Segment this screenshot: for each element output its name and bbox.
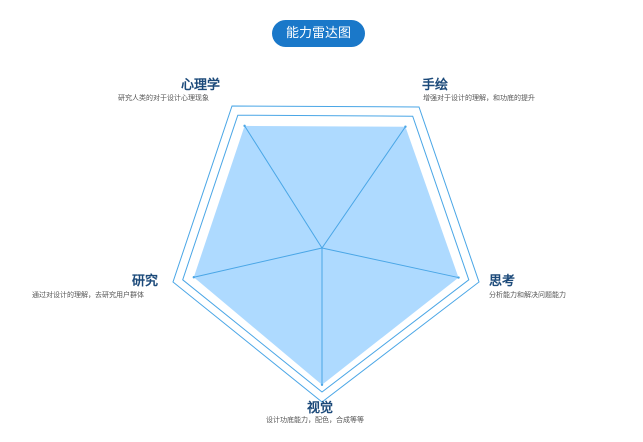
radar-point-psychology <box>243 124 246 128</box>
chart-title: 能力雷达图 <box>285 26 351 41</box>
radar-point-hand-drawing <box>404 125 407 128</box>
axis-desc-psychology: 研究人类的对于设计心理现象 <box>118 94 209 102</box>
radar-point-research <box>192 276 196 279</box>
radar-point-visual <box>320 383 324 386</box>
radar-spoke-psychology <box>244 125 323 249</box>
axis-label-psychology: 心理学 <box>181 78 221 93</box>
axis-label-visual: 视觉 <box>307 401 334 416</box>
axis-label-research: 研究 <box>132 274 159 289</box>
radar-spoke-thinking <box>321 247 459 279</box>
radar-inner-frame <box>182 114 470 393</box>
axis-desc-research: 通过对设计的理解，去研究用户群体 <box>32 291 144 299</box>
axis-label-thinking: 思考 <box>489 274 516 289</box>
radar-spoke-research <box>193 247 323 278</box>
radar-spoke-hand-drawing <box>321 126 406 249</box>
axis-desc-hand-drawing: 增强对于设计的理解，和功底的提升 <box>423 94 535 102</box>
radar-data-area <box>193 125 459 385</box>
axis-desc-visual: 设计功底能力，配色，合成等等 <box>266 416 364 424</box>
radar-outer-frame <box>172 105 480 403</box>
chart-title-pill: 能力雷达图 <box>272 20 365 47</box>
axis-label-hand-drawing: 手绘 <box>422 78 449 93</box>
axis-desc-thinking: 分析能力和解决问题能力 <box>489 291 566 299</box>
radar-point-thinking <box>457 276 460 279</box>
